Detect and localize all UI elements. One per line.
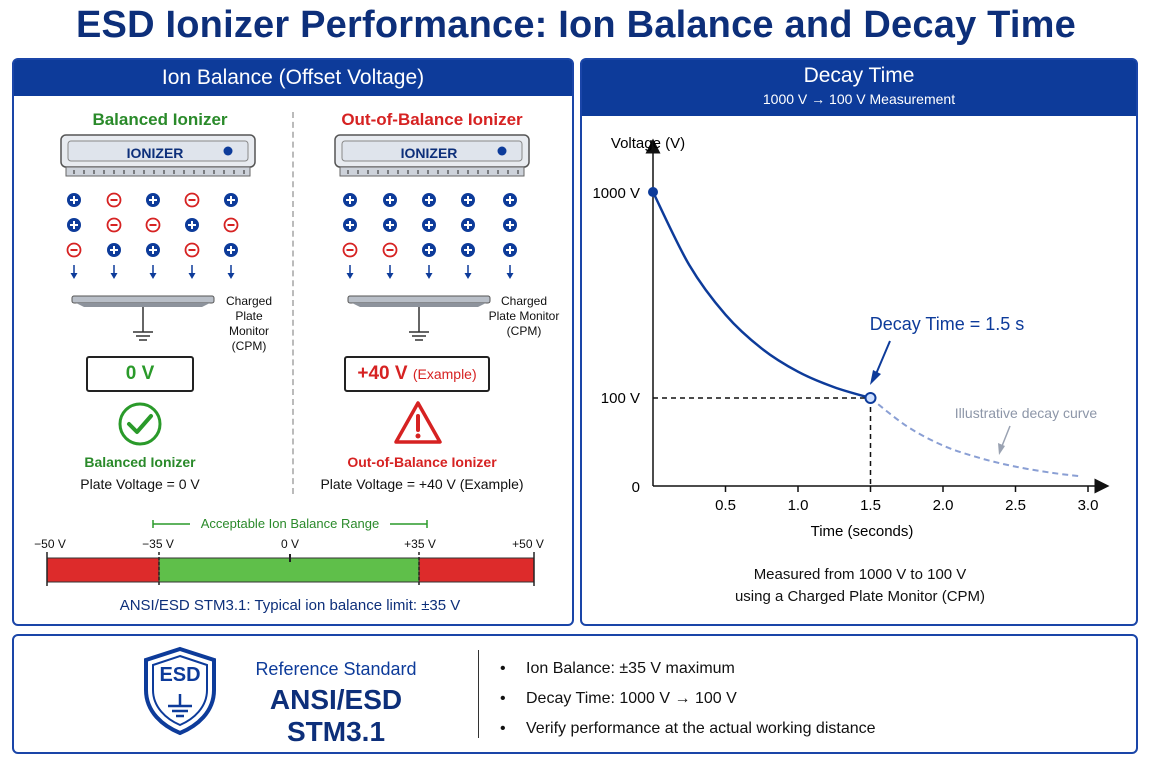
ion-balance-header: Ion Balance (Offset Voltage) (14, 60, 572, 96)
decay-curve-illustrative (869, 397, 1081, 478)
range-tick-pos35: +35 V (404, 537, 436, 551)
x-tick-label: 3.0 (1078, 497, 1099, 514)
y-axis-label: Voltage (V) (611, 135, 685, 152)
decay-chart-svg: Voltage (V) Time (seconds) 1000 V 100 V … (592, 135, 1110, 540)
unbalanced-cpm-label: Charged Plate Monitor (CPM) (488, 294, 560, 338)
unbalanced-reading-note: (Example) (412, 366, 477, 382)
ion-balance-standard-note: ANSI/ESD STM3.1: Typical ion balance lim… (119, 597, 461, 614)
illustrative-label: Illustrative decay curve (955, 405, 1098, 421)
start-point (648, 187, 658, 197)
x-tick-label: 0.5 (715, 497, 736, 514)
bullet-ion-balance: Ion Balance: ±35 V maximum (526, 660, 735, 677)
balanced-plate-voltage: Plate Voltage = 0 V (80, 476, 200, 492)
unbalanced-device-label: IONIZER (400, 145, 458, 161)
x-tick-label: 1.5 (860, 497, 881, 514)
range-tick-neg35: −35 V (142, 537, 174, 551)
bullet-item: • Ion Balance: ±35 V maximum (500, 660, 735, 677)
acceptable-range-bracket (150, 516, 430, 532)
reference-divider (478, 650, 479, 738)
bullet-item: • Verify performance at the actual workin… (500, 720, 876, 737)
range-tick-neg50: −50 V (34, 537, 66, 551)
decay-footnote-line1: Measured from 1000 V to 100 V (753, 566, 967, 583)
decay-time-panel (580, 58, 1138, 626)
balanced-title: Balanced Ionizer (92, 110, 228, 129)
unbalanced-ion-field (334, 190, 530, 282)
range-tick-zero: 0 V (280, 537, 299, 551)
bullet-decay-time: Decay Time: 1000 V → 100 V (526, 690, 737, 707)
balanced-voltage-readout: 0 V (86, 356, 194, 392)
unbalanced-plate-voltage: Plate Voltage = +40 V (Example) (320, 476, 524, 492)
y-tick-100: 100 V (601, 390, 640, 407)
check-icon (117, 401, 163, 447)
balanced-cpm-label: Charged Plate Monitor (CPM) (225, 294, 273, 353)
illustrative-arrowhead (998, 443, 1005, 455)
ion-balance-range-bar (46, 552, 536, 586)
decay-end-point (864, 392, 877, 404)
balanced-ionizer-device (60, 134, 256, 178)
unbalanced-reading-value: +40 V (357, 363, 408, 384)
reference-bullets: • Ion Balance: ±35 V maximum • Decay Time:… (500, 654, 1100, 744)
x-tick-label: 2.5 (1005, 497, 1026, 514)
balanced-status: Balanced Ionizer (84, 454, 196, 470)
decay-time-title: Decay Time (803, 64, 915, 87)
esd-badge-text: ESD (159, 664, 201, 686)
y-tick-0: 0 (632, 479, 640, 496)
esd-shield-icon (142, 646, 218, 736)
acceptable-range-label: Acceptable Ion Balance Range (200, 516, 380, 531)
decay-annotation-arrowhead (870, 370, 881, 385)
balanced-charged-plate (70, 294, 216, 348)
decay-time-header: Decay Time 1000 V → 100 V Measurement (582, 60, 1136, 116)
unbalanced-title: Out-of-Balance Ionizer (341, 110, 523, 129)
decay-annotation-arrow (875, 340, 891, 375)
bullet-item: • Decay Time: 1000 V → 100 V (500, 690, 737, 707)
x-axis-label: Time (seconds) (811, 523, 914, 540)
range-tick-pos50: +50 V (512, 537, 544, 551)
decay-annotation: Decay Time = 1.5 s (870, 314, 1025, 334)
panel-divider (292, 112, 294, 494)
balanced-device-label: IONIZER (126, 145, 184, 161)
warning-icon (393, 400, 443, 446)
reference-standard-label: Reference Standard (255, 659, 417, 679)
decay-chart: Voltage (V) Time (seconds) 1000 V 100 V … (590, 124, 1130, 550)
reference-standard-name: ANSI/ESD STM3.1 (269, 684, 403, 747)
decay-time-subtitle: 1000 V → 100 V Measurement (762, 91, 956, 107)
balanced-ion-field (60, 190, 256, 282)
decay-curve-solid (651, 191, 871, 400)
unbalanced-status: Out-of-Balance Ionizer (347, 454, 497, 470)
page-title: ESD Ionizer Performance: Ion Balance and… (76, 4, 1076, 46)
x-tick-label: 2.0 (933, 497, 954, 514)
x-tick-label: 1.0 (788, 497, 809, 514)
unbalanced-voltage-readout: +40 V (Example) (344, 356, 490, 392)
unbalanced-charged-plate (346, 294, 492, 348)
decay-footnote: Measured from 1000 V to 100 V using a Ch… (590, 564, 1130, 608)
y-tick-1000: 1000 V (592, 185, 640, 202)
unbalanced-ionizer-device (334, 134, 530, 178)
decay-footnote-line2: using a Charged Plate Monitor (CPM) (734, 588, 986, 605)
illustrative-arrow (1001, 425, 1011, 447)
bullet-verify-distance: Verify performance at the actual working… (526, 720, 876, 737)
